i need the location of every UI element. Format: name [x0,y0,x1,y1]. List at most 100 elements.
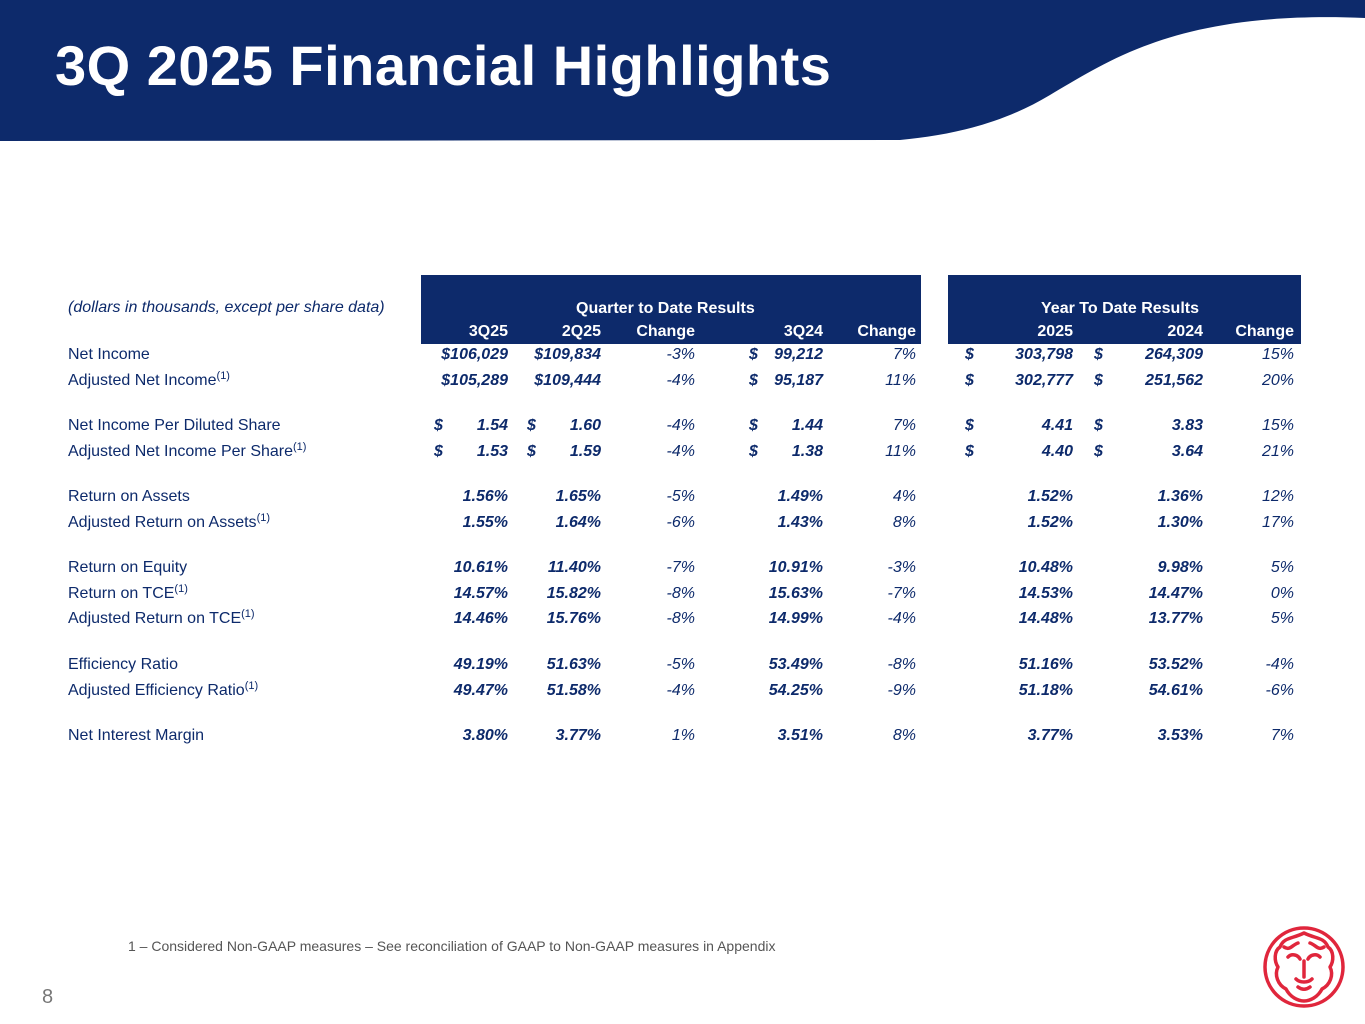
change-cell: 11% [885,372,916,389]
row-label: Adjusted Net Income(1) [68,371,230,391]
value-cell: 10.91% [768,559,823,576]
row-label: Net Income Per Diluted Share [68,416,281,436]
column-header: Change [1235,323,1294,340]
change-cell: 7% [892,346,916,363]
row-label-text: Return on TCE [68,585,175,602]
row-label: Net Interest Margin [68,726,204,746]
row-label-text: Net Income Per Diluted Share [68,417,281,434]
footnote-marker: (1) [293,441,307,453]
value-cell: 3.77% [555,727,601,744]
column-header: 2024 [1167,323,1203,340]
column-header: Change [636,323,695,340]
dollar-sign: $ [1094,443,1103,460]
change-cell: -4% [1265,656,1294,673]
change-cell: 17% [1261,514,1294,531]
title-banner [0,0,1365,141]
value-cell: 1.52% [1027,488,1073,505]
row-label: Return on Equity [68,558,187,578]
value-cell: $109,444 [534,372,601,389]
change-cell: -4% [887,610,916,627]
change-cell: 11% [885,443,916,460]
change-cell: -4% [666,682,695,699]
change-cell: 20% [1261,372,1294,389]
value-cell: $106,029 [441,346,508,363]
units-note: (dollars in thousands, except per share … [68,299,385,316]
row-label-text: Adjusted Return on TCE [68,610,242,627]
change-cell: -7% [666,559,695,576]
column-header: Change [857,323,916,340]
change-cell: -8% [887,656,916,673]
row-label: Adjusted Return on Assets(1) [68,513,270,533]
value-cell: 3.51% [777,727,823,744]
dollar-sign: $ [749,417,758,434]
row-label-text: Adjusted Net Income Per Share [68,443,294,460]
row-label-text: Return on Assets [68,488,190,505]
column-header: 3Q24 [783,323,823,340]
value-cell: 1.49% [777,488,823,505]
value-cell: 264,309 [1145,346,1203,363]
row-label-text: Adjusted Efficiency Ratio [68,682,245,699]
value-cell: 14.57% [453,585,508,602]
footnote-marker: (1) [256,512,271,524]
dollar-sign: $ [527,417,536,434]
value-cell: 51.18% [1018,682,1073,699]
value-cell: 10.48% [1018,559,1073,576]
change-cell: 12% [1261,488,1294,505]
row-label: Adjusted Return on TCE(1) [68,609,255,629]
footnote: 1 – Considered Non-GAAP measures – See r… [128,938,776,954]
change-cell: -8% [666,585,695,602]
row-label: Efficiency Ratio [68,655,178,675]
dollar-sign: $ [749,443,758,460]
dollar-sign: $ [749,346,758,363]
value-cell: 13.77% [1148,610,1203,627]
change-cell: -5% [666,656,695,673]
change-cell: -4% [666,417,695,434]
column-header: 2Q25 [561,323,601,340]
row-label: Net Income [68,345,150,365]
change-cell: 21% [1261,443,1294,460]
value-cell: 14.53% [1018,585,1073,602]
value-cell: 51.58% [546,682,601,699]
change-cell: -6% [666,514,695,531]
dollar-sign: $ [965,417,974,434]
value-cell: 14.99% [768,610,823,627]
column-header: 3Q25 [468,323,508,340]
value-cell: 1.36% [1157,488,1203,505]
dollar-sign: $ [1094,346,1103,363]
value-cell: 49.47% [453,682,508,699]
value-cell: 15.82% [546,585,601,602]
page-number: 8 [42,986,54,1008]
value-cell: 1.55% [462,514,508,531]
value-cell: 3.53% [1157,727,1203,744]
change-cell: 7% [892,417,916,434]
column-header: 2025 [1037,323,1073,340]
value-cell: 14.46% [453,610,508,627]
dollar-sign: $ [749,372,758,389]
value-cell: 53.52% [1148,656,1203,673]
dollar-sign: $ [434,417,443,434]
value-cell: 4.40 [1041,443,1073,460]
value-cell: 303,798 [1015,346,1073,363]
value-cell: 1.38 [791,443,823,460]
value-cell: 3.80% [462,727,508,744]
value-cell: 3.77% [1027,727,1073,744]
row-label: Return on Assets [68,487,190,507]
value-cell: $105,289 [441,372,508,389]
value-cell: 10.61% [453,559,508,576]
value-cell: 1.53 [476,443,508,460]
change-cell: -3% [887,559,916,576]
change-cell: -4% [666,443,695,460]
value-cell: 3.83 [1171,417,1203,434]
value-cell: 95,187 [774,372,823,389]
value-cell: 4.41 [1041,417,1073,434]
footnote-marker: (1) [174,583,188,595]
value-cell: 1.43% [777,514,823,531]
value-cell: 1.59 [569,443,601,460]
row-label: Return on TCE(1) [68,584,188,604]
value-cell: 302,777 [1015,372,1073,389]
change-cell: 8% [892,727,916,744]
ytd-header-label: Year To Date Results [1041,300,1199,317]
value-cell: 9.98% [1157,559,1203,576]
change-cell: -9% [887,682,916,699]
value-cell: 1.44 [791,417,823,434]
